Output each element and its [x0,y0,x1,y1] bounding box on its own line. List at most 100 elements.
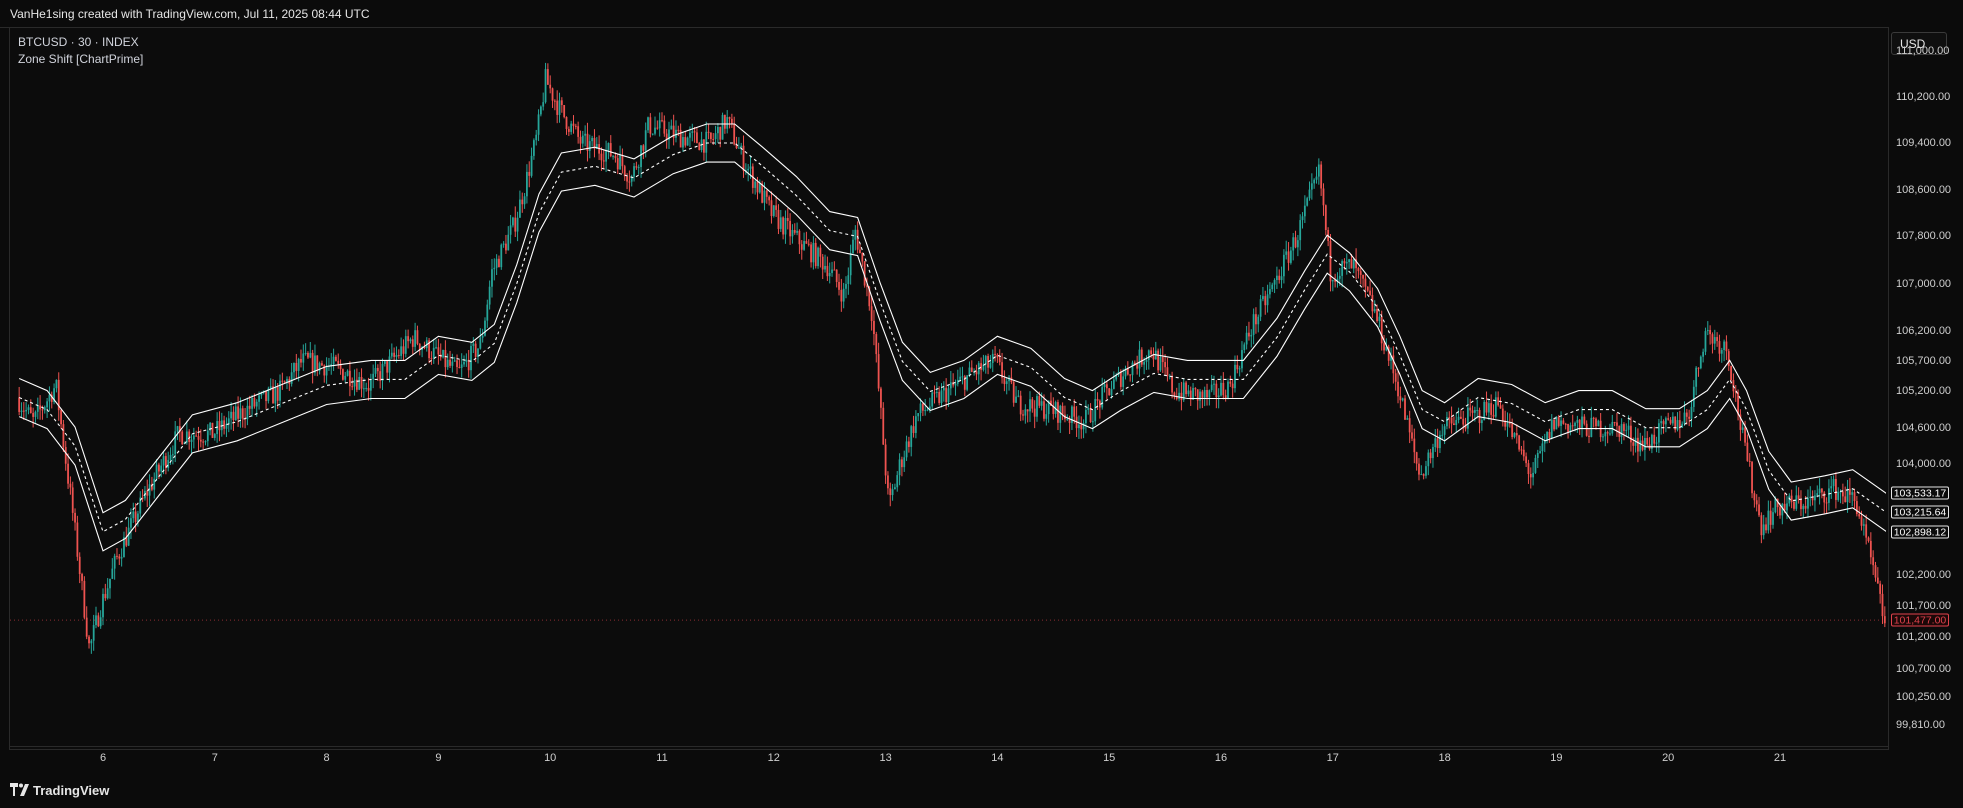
candle-body [1781,503,1784,516]
candle-body [472,343,475,346]
candle-body [120,557,123,559]
candle-body [1511,423,1514,438]
candle-body [1835,478,1837,500]
candle-body [295,363,298,371]
candle-body [342,369,344,380]
candle-body [1390,355,1392,361]
candle-body [95,615,97,626]
indicator-legend[interactable]: Zone Shift [ChartPrime] [18,52,144,66]
candle-body [1329,240,1332,282]
candle-body [479,337,482,349]
candle-body [1506,423,1509,427]
candle-body [1043,401,1045,419]
candle-body [209,422,212,431]
candle-body [1324,205,1327,231]
candle-body [672,125,675,138]
candle-body [1699,356,1702,369]
candle-body [83,580,86,618]
candle-body [1639,440,1642,452]
candle-body [1415,452,1418,464]
candle-body [742,145,745,171]
time-tick-label: 16 [1214,752,1228,764]
candle-body [665,133,668,140]
candle-body [444,349,447,368]
candle-body [912,426,915,433]
candle-body [1003,377,1006,385]
candle-body [1052,405,1055,414]
candle-body [733,123,736,145]
candle-body [307,352,309,358]
candle-body [92,625,95,641]
candle-body [1664,418,1667,425]
candle-body [467,359,470,371]
symbol-legend[interactable]: BTCUSD · 30 · INDEX [18,35,139,49]
candle-body [875,334,878,355]
candle-body [1264,296,1267,306]
candle-body [241,408,244,419]
candle-body [78,556,81,575]
candle-body [1678,420,1681,428]
time-tick-label: 20 [1662,752,1675,764]
candle-body [274,386,277,404]
candle-body [1376,309,1378,322]
candle-body [1522,449,1525,457]
candle-body [227,418,230,424]
candle-body [134,511,137,523]
candle-body [933,392,936,394]
candle-body [1159,357,1162,371]
candle-body [290,372,293,384]
candle-body [565,116,568,129]
candle-body [195,435,198,437]
candle-body [376,367,379,372]
candle-body [409,339,412,342]
candle-body [796,230,798,233]
candle-body [526,171,528,197]
candle-body [174,431,177,455]
candle-body [379,371,382,381]
candle-body [1457,416,1460,420]
candle-body [484,320,486,336]
candle-body [463,361,465,365]
candle-body [947,388,950,403]
candle-body [1767,510,1770,531]
candle-body [1816,493,1819,496]
candle-body [558,100,561,115]
candle-body [1702,351,1705,357]
candle-body [1632,442,1635,446]
candle-body [1564,423,1567,425]
currency-button[interactable]: USD [1891,32,1947,55]
candle-body [491,269,493,287]
candle-body [1460,416,1462,419]
candle-body [346,370,349,376]
candle-body [1499,405,1502,409]
candle-body [1637,437,1639,452]
candle-body [737,147,740,149]
candle-body [723,114,726,129]
candle-body [1855,501,1858,515]
candle-body [1532,472,1535,478]
candle-body [810,244,812,263]
candle-body [523,196,526,205]
candle-body [69,483,72,488]
candle-body [998,357,1001,363]
candle-body [1182,382,1185,401]
price-axis[interactable] [1888,27,1963,748]
candle-body [418,343,421,350]
candle-body [1606,432,1609,434]
candle-body [570,123,573,132]
candle-body [1508,423,1511,425]
candle-body [1301,216,1304,221]
candle-body [831,269,833,273]
candle-body [1623,424,1625,431]
candle-body [1720,350,1723,354]
candle-body [43,407,46,411]
candle-body [25,409,28,412]
candle-body [251,398,253,409]
candle-body [1685,412,1688,417]
candle-body [1404,398,1406,420]
candle-body [369,379,372,391]
candle-body [220,420,223,431]
candle-body [884,444,887,476]
candle-body [521,199,524,205]
candle-body [612,155,614,157]
